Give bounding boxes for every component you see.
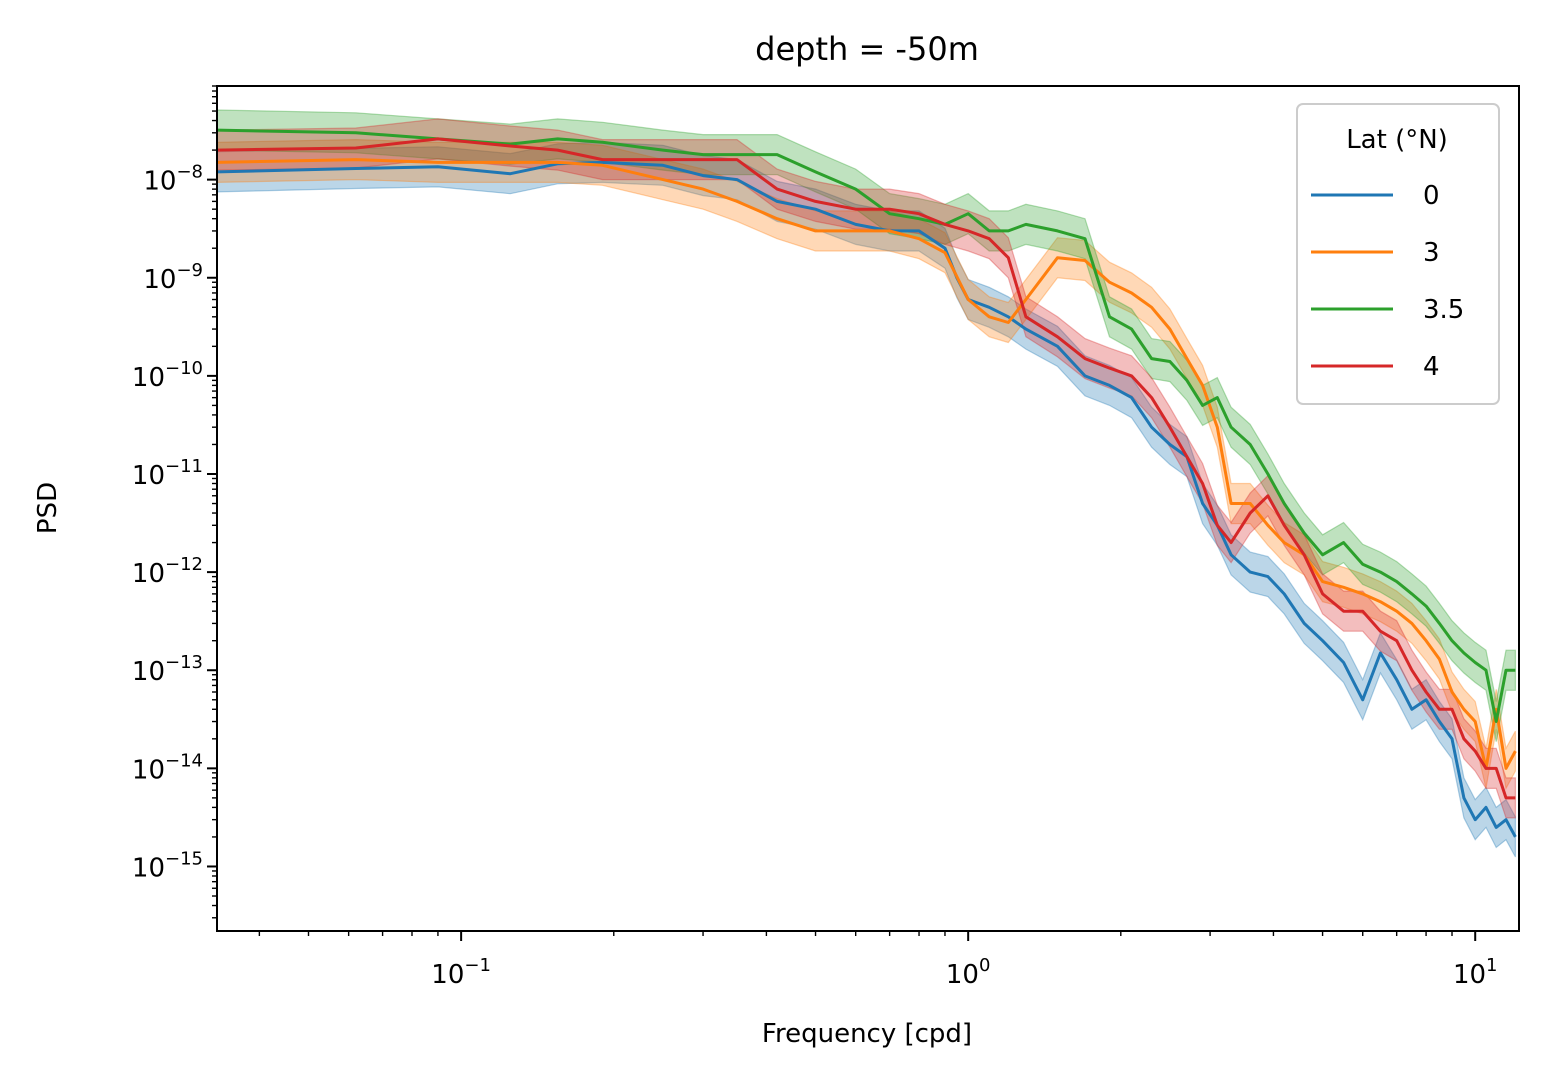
legend-title: Lat (°N) bbox=[1346, 125, 1448, 155]
band-lat-0 bbox=[217, 141, 1516, 858]
confidence-bands bbox=[217, 109, 1516, 858]
y-axis-label: PSD bbox=[33, 482, 63, 534]
series-line-lat-0 bbox=[217, 160, 1517, 838]
band-lat-4 bbox=[217, 118, 1516, 819]
series-lines bbox=[217, 128, 1517, 838]
legend-box bbox=[1296, 103, 1500, 405]
band-lat-3 bbox=[217, 138, 1516, 791]
y-axis: 10−8 10−9 10−10 10−11 10−12 10−13 10−14 10−15 bbox=[132, 85, 217, 919]
y-tick-label: 10−14 bbox=[132, 750, 203, 785]
band-lat-3-5 bbox=[217, 109, 1516, 742]
series-line-lat-4 bbox=[217, 137, 1516, 800]
y-tick-label: 10−11 bbox=[132, 456, 203, 491]
chart-title: depth = -50m bbox=[755, 30, 979, 68]
plot-area bbox=[216, 85, 1520, 932]
series-line-lat-3-5 bbox=[217, 128, 1516, 723]
y-tick-label: 10−8 bbox=[143, 162, 203, 197]
y-tick-label: 10−13 bbox=[132, 652, 203, 687]
y-tick-label: 10−15 bbox=[132, 848, 203, 883]
x-tick-label: 10−1 bbox=[431, 955, 491, 990]
x-tick-label: 100 bbox=[946, 955, 991, 990]
y-tick-label: 10−9 bbox=[143, 260, 203, 295]
x-axis: 10−1 100 101 bbox=[258, 931, 1498, 990]
series-line-lat-3 bbox=[217, 158, 1517, 770]
legend-label: 3 bbox=[1423, 238, 1440, 268]
y-tick-label: 10−12 bbox=[132, 554, 203, 589]
y-tick-label: 10−10 bbox=[132, 358, 203, 393]
x-tick-label: 101 bbox=[1453, 955, 1498, 990]
x-axis-label: Frequency [cpd] bbox=[762, 1019, 972, 1049]
legend: Lat (°N) 033.54 bbox=[1296, 103, 1500, 405]
plot-frame bbox=[216, 85, 1520, 932]
legend-label: 3.5 bbox=[1423, 295, 1464, 325]
legend-label: 4 bbox=[1423, 352, 1440, 382]
legend-label: 0 bbox=[1423, 181, 1440, 211]
legend-items: 033.54 bbox=[1311, 181, 1464, 382]
